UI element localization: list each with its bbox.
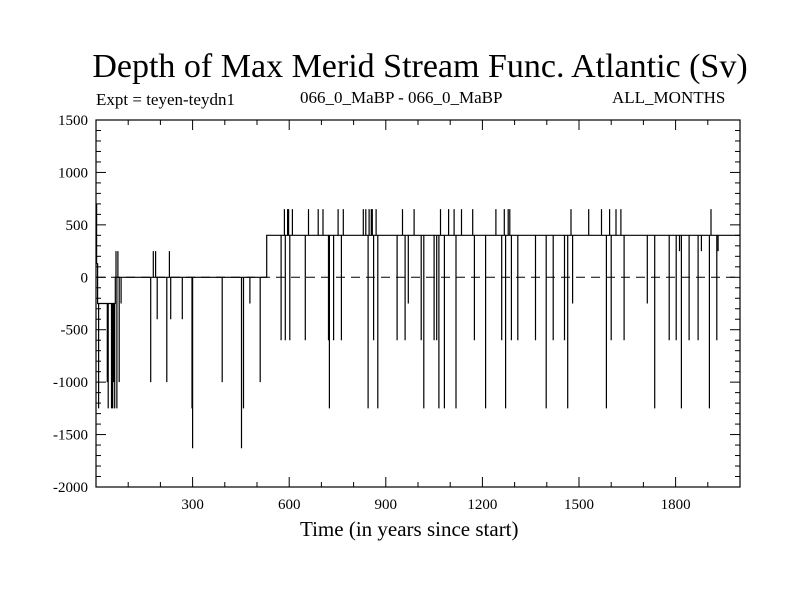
experiment-label: Expt = teyen-teydn1 (96, 90, 235, 109)
x-tick-label: 900 (375, 497, 398, 513)
months-label: ALL_MONTHS (612, 88, 726, 107)
x-axis: 300 600 900 1200 1500 1800 (95, 120, 741, 513)
y-tick-label: 500 (66, 218, 89, 234)
y-tick-label: 1000 (58, 165, 88, 181)
x-tick-label: 600 (278, 497, 301, 513)
y-tick-label: -1000 (53, 375, 88, 391)
plot-frame (95, 119, 741, 488)
x-tick-label: 1500 (564, 497, 594, 513)
x-axis-label: Time (in years since start) (300, 517, 519, 541)
chart-title: Depth of Max Merid Stream Func. Atlantic… (92, 48, 748, 85)
period-label: 066_0_MaBP - 066_0_MaBP (300, 88, 503, 107)
y-tick-label: -500 (61, 323, 89, 339)
x-tick-label: 1800 (661, 497, 691, 513)
series-line (96, 203, 740, 449)
y-tick-label: -1500 (53, 428, 88, 444)
x-tick-label: 300 (181, 497, 204, 513)
x-tick-label: 1200 (467, 497, 497, 513)
y-tick-label: 0 (81, 270, 89, 286)
y-tick-label: 1500 (58, 113, 88, 129)
y-tick-label: -2000 (53, 480, 88, 496)
